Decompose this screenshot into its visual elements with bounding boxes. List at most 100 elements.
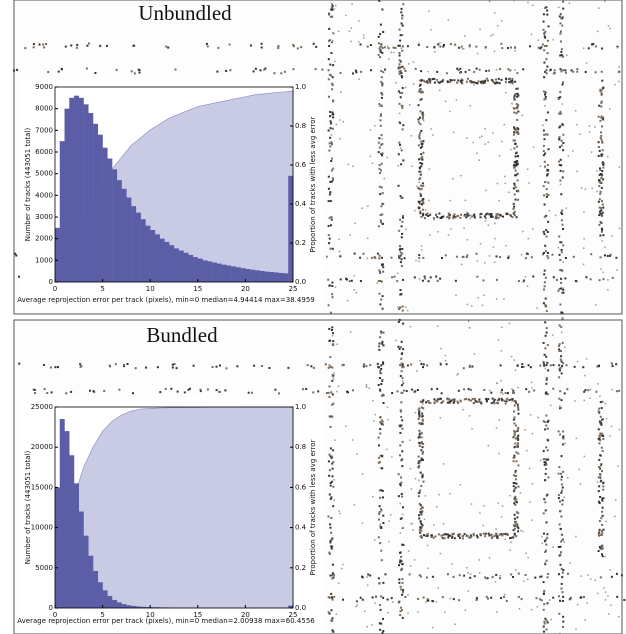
point [545, 368, 547, 370]
point [422, 152, 424, 154]
point [415, 412, 417, 414]
point [499, 577, 501, 579]
point [305, 388, 307, 390]
point [399, 454, 401, 456]
point [527, 557, 529, 559]
point [546, 327, 548, 329]
point [133, 45, 135, 47]
point [587, 602, 589, 604]
point [418, 416, 420, 418]
point [569, 562, 571, 564]
point [216, 389, 218, 391]
point [562, 499, 564, 501]
point [382, 630, 384, 632]
point [580, 483, 582, 485]
point [419, 132, 421, 134]
point [381, 341, 383, 343]
point [402, 306, 404, 308]
point [398, 602, 400, 604]
point [380, 364, 382, 366]
point [422, 507, 424, 509]
point [274, 72, 276, 74]
point [488, 70, 490, 72]
histogram-bar [93, 124, 98, 282]
point [193, 365, 195, 367]
point [442, 216, 444, 218]
histogram-bar [55, 228, 60, 282]
point [330, 366, 332, 368]
point [434, 82, 436, 84]
point [492, 576, 494, 578]
point [399, 255, 401, 257]
point [400, 503, 402, 505]
point [411, 166, 413, 168]
point [561, 583, 563, 585]
point [536, 597, 538, 599]
point [558, 595, 560, 597]
point [559, 254, 561, 256]
point [430, 276, 432, 278]
point [518, 573, 520, 575]
point [502, 216, 504, 218]
point [516, 146, 518, 148]
point [423, 120, 425, 122]
point [538, 47, 540, 49]
point [469, 577, 471, 579]
point [248, 392, 250, 394]
point [398, 185, 400, 187]
point [379, 168, 381, 170]
point [544, 562, 546, 564]
point [377, 253, 379, 255]
point [103, 390, 105, 392]
point [429, 402, 431, 404]
point [401, 221, 403, 223]
point [562, 438, 564, 440]
point [562, 318, 564, 320]
point [547, 622, 549, 624]
point [544, 245, 546, 247]
point [545, 335, 547, 337]
point [562, 81, 564, 83]
point [448, 213, 450, 215]
point [469, 327, 471, 329]
point [574, 366, 576, 368]
point [65, 392, 67, 394]
point [410, 326, 412, 328]
point [604, 556, 606, 558]
point [466, 212, 468, 214]
point [70, 45, 72, 47]
point [332, 468, 334, 470]
point [546, 364, 548, 366]
point [498, 453, 500, 455]
point [517, 429, 519, 431]
point [328, 188, 330, 190]
point [544, 216, 546, 218]
point [339, 513, 341, 515]
point [329, 523, 331, 525]
point [552, 388, 554, 390]
point [421, 458, 423, 460]
point [499, 256, 501, 258]
point [547, 231, 549, 233]
point [226, 367, 228, 369]
point [332, 505, 334, 507]
point [601, 545, 603, 547]
point [456, 82, 458, 84]
point [383, 332, 385, 334]
point [560, 278, 562, 280]
point [513, 436, 515, 438]
point [561, 145, 563, 147]
point [284, 71, 286, 73]
point [547, 344, 549, 346]
point [398, 582, 400, 584]
point [598, 214, 600, 216]
point [460, 484, 462, 486]
point [93, 390, 95, 392]
point [434, 402, 436, 404]
point [402, 25, 404, 27]
point [559, 434, 561, 436]
point [514, 533, 516, 535]
point [560, 564, 562, 566]
x-tick-label: 15 [193, 285, 202, 293]
point [483, 389, 485, 391]
